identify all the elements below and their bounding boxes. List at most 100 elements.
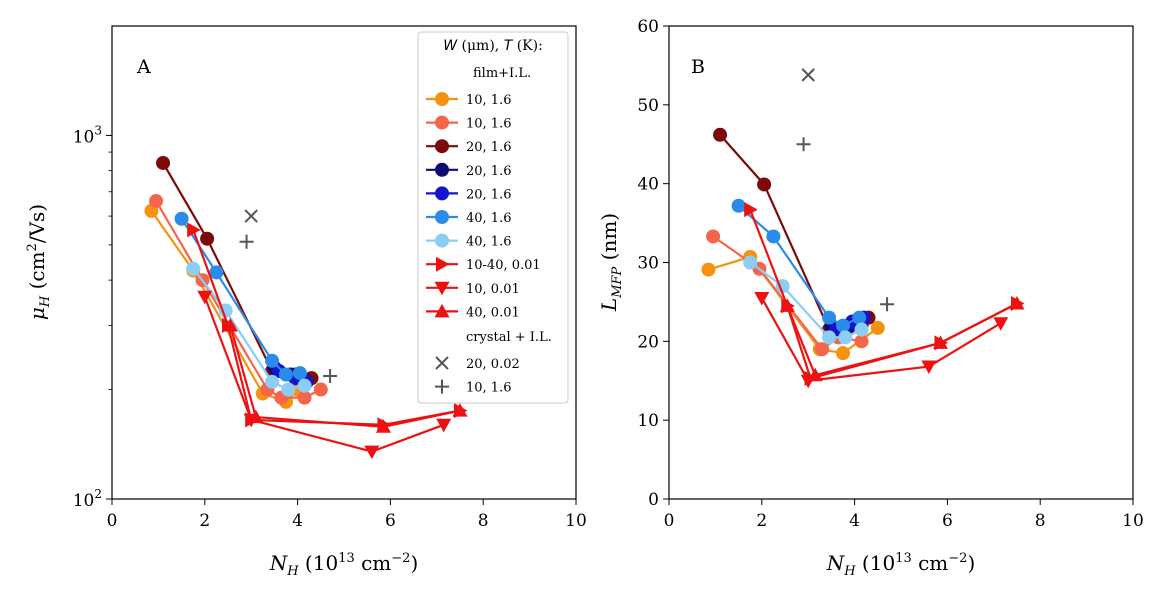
data-point [197,290,213,305]
data-point [779,298,795,312]
data-point [209,265,224,280]
x-tick-label: 0 [107,511,118,531]
data-point [239,234,254,249]
legend-label: 10-40, 0.01 [466,258,541,273]
data-point [375,419,391,433]
panel-a: 0 2 4 6 8 10 102 103 A NH (1013 cm−2) μH (cm2/… [25,25,587,579]
data-point [1009,295,1025,310]
y-ticks-a: 102 103 [73,123,112,511]
legend-label: 20, 0.02 [466,357,520,372]
legend-entry: 10, 1.6 [435,379,511,396]
data-point [265,374,280,389]
legend-title: W (μm), T (K): [443,38,543,54]
legend-entry: 10, 1.6 [426,92,511,108]
legend-marker [435,233,449,248]
data-point [265,353,280,368]
axes-frame-a [111,25,577,500]
data-point [297,390,312,405]
data-point [244,209,258,223]
x-ticks-a: 0 2 4 6 8 10 [107,499,587,531]
x-tick-label: 6 [385,511,396,531]
series-6 [731,198,867,333]
legend-marker [435,139,449,154]
x-tick-label: 2 [756,511,767,531]
legend-entry: 10, 0.01 [426,281,520,297]
data-point [187,222,201,238]
data-point [921,360,937,375]
legend-label: 40, 1.6 [466,211,511,226]
data-point [836,346,850,361]
series-line [786,302,1018,377]
y-tick-label: 20 [637,332,659,352]
series-11 [244,209,258,223]
legend-marker [435,210,449,224]
data-point [801,68,815,82]
data-point [156,155,171,170]
data-point [822,310,837,325]
series-12 [239,234,338,383]
x-axis-label-a: NH (1013 cm−2) [269,551,419,579]
data-point [222,318,238,332]
x-tick-label: 8 [1035,511,1046,531]
legend-entry: 20, 1.6 [426,139,511,155]
panel-b: 0 2 4 6 8 10 0 10 20 30 40 50 60 B NH (1013 cm−2) L… [597,17,1144,579]
legend-label: 10, 1.6 [466,117,511,132]
x-tick-label: 4 [292,511,303,531]
data-point [766,229,781,244]
legend-marker [434,303,450,318]
data-point [836,318,850,333]
data-point [822,330,837,345]
legend-group-crystal: crystal + I.L. [466,330,552,345]
data-point [815,342,830,357]
series-layer-b [701,68,1025,389]
y-axis-label-b: LMFP (nm) [597,213,625,312]
panel-label-b: B [691,56,705,78]
legend-marker [435,186,449,201]
data-point [323,368,338,383]
data-point [248,409,264,424]
legend-label: 20, 1.6 [466,187,511,202]
legend-label: 10, 1.6 [466,93,511,108]
legend-label: 10, 0.01 [466,282,520,297]
data-point [279,367,293,382]
data-point [880,297,895,312]
series-12 [796,137,895,312]
data-point [731,198,746,213]
data-point [870,320,885,335]
legend-group-film: film+I.L. [473,66,531,81]
data-point [757,177,772,192]
legend-label: 40, 0.01 [466,305,520,320]
series-layer-a [144,155,468,460]
data-point [297,378,312,393]
legend-marker [434,281,450,296]
data-point [436,418,452,433]
data-point [364,445,380,460]
legend-entries: 10, 1.6 10, 1.6 20, 1.6 20, 1.6 20, 1.6 40, 1… [426,92,541,396]
legend-entry: 20, 0.02 [435,356,520,372]
data-point [743,255,758,270]
axes-frame-b [668,25,1134,500]
y-tick-label: 103 [73,123,102,147]
x-axis-label-b: NH (1013 cm−2) [826,551,976,579]
data-point [281,382,296,397]
y-tick-label: 102 [73,487,102,511]
data-point [706,229,721,244]
data-point [852,310,867,325]
legend-box [417,31,569,404]
data-point [854,322,869,337]
data-point [932,335,948,349]
legend-label: 10, 1.6 [466,381,511,396]
data-point [754,291,770,306]
legend: W (μm), T (K): film+I.L. crystal + I.L. … [417,31,569,404]
x-tick-label: 4 [849,511,860,531]
series-line [229,325,461,428]
data-point [313,382,328,397]
x-tick-label: 8 [478,511,489,531]
data-point [713,127,728,142]
legend-label: 40, 1.6 [466,235,511,250]
series-line [203,296,445,453]
series-6 [174,211,307,382]
data-point [807,367,823,382]
series-3 [713,127,876,337]
